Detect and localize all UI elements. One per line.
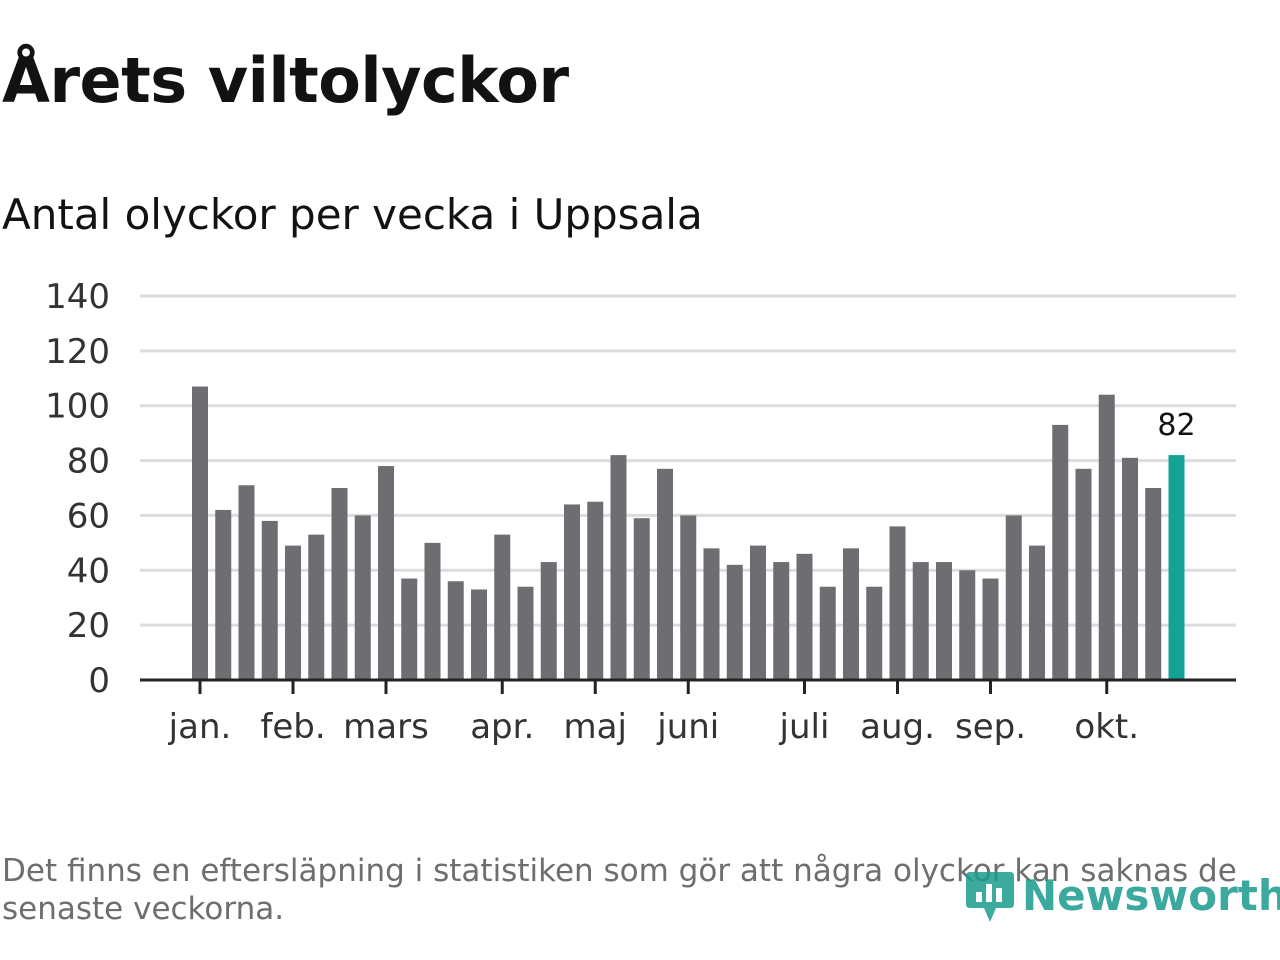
brand-name: Newsworthy xyxy=(1022,870,1280,920)
bar xyxy=(1029,545,1045,680)
bar xyxy=(285,545,301,680)
bar xyxy=(1098,394,1115,680)
y-tick-label: 140 xyxy=(45,277,110,317)
x-tick-label: apr. xyxy=(470,707,534,747)
bar xyxy=(238,485,255,680)
newsworthy-logo-icon xyxy=(966,872,1014,922)
bar xyxy=(1122,457,1138,680)
bar xyxy=(750,545,766,680)
bar xyxy=(610,455,627,680)
y-tick-label: 40 xyxy=(67,551,110,591)
bar xyxy=(192,386,208,680)
bar xyxy=(564,504,580,680)
y-tick-label: 120 xyxy=(45,332,110,372)
bar xyxy=(796,553,813,680)
bar xyxy=(726,564,743,680)
bar xyxy=(819,586,836,680)
bar xyxy=(424,542,441,680)
x-tick-label: sep. xyxy=(955,707,1026,747)
bar xyxy=(633,518,650,680)
x-tick-label: feb. xyxy=(260,707,325,747)
x-tick-label: okt. xyxy=(1074,707,1139,747)
data-label-last-week: 82 xyxy=(1157,408,1195,443)
bar xyxy=(354,515,371,680)
x-tick-label: jan. xyxy=(168,707,232,747)
chart-title: Årets viltolyckor xyxy=(2,44,569,117)
bar xyxy=(1075,468,1092,680)
bar xyxy=(308,534,325,680)
bar xyxy=(215,509,232,680)
bars xyxy=(192,386,1185,680)
bar xyxy=(773,562,790,680)
x-tick-label: juli xyxy=(779,707,830,747)
x-tick-label: maj xyxy=(564,707,627,747)
bar xyxy=(1145,488,1162,680)
y-tick-label: 0 xyxy=(88,661,110,701)
bar xyxy=(447,581,464,680)
x-axis: jan. feb. mars apr. maj juni juli aug. sep. okt. xyxy=(140,678,1236,747)
bar xyxy=(1005,515,1022,680)
brand-logo: Newsworthy xyxy=(964,860,1280,930)
bar xyxy=(401,578,418,680)
bar xyxy=(843,548,859,680)
x-tick-label: mars xyxy=(343,707,429,747)
bar xyxy=(936,562,952,680)
bar-chart: 0 20 40 60 80 100 120 140 82 jan. feb. mars apr. ma… xyxy=(45,277,1236,747)
bar xyxy=(471,589,487,680)
bar xyxy=(261,520,278,680)
bar xyxy=(587,501,604,680)
y-tick-label: 80 xyxy=(67,442,110,482)
bar xyxy=(866,586,883,680)
data-labels: 82 xyxy=(1157,408,1195,443)
bar xyxy=(378,466,394,680)
y-axis-ticks: 0 20 40 60 80 100 120 140 xyxy=(45,277,110,701)
x-tick-label: aug. xyxy=(860,707,935,747)
bar xyxy=(517,586,534,680)
bar xyxy=(982,578,999,680)
bar-highlight xyxy=(1168,455,1185,680)
y-tick-label: 100 xyxy=(45,387,110,427)
x-tick-label: juni xyxy=(656,707,719,747)
bar xyxy=(657,468,673,680)
chart-subtitle: Antal olyckor per vecka i Uppsala xyxy=(2,190,703,239)
bar xyxy=(912,562,929,680)
bar xyxy=(680,515,697,680)
bar xyxy=(889,526,906,680)
footnote: Det finns en eftersläpning i statistiken… xyxy=(2,853,1237,927)
bar xyxy=(1052,424,1069,680)
bar xyxy=(331,488,348,680)
y-tick-label: 60 xyxy=(67,496,110,536)
bar xyxy=(540,562,557,680)
bar xyxy=(494,534,511,680)
bar xyxy=(703,548,720,680)
bar xyxy=(959,570,976,680)
y-tick-label: 20 xyxy=(67,606,110,646)
